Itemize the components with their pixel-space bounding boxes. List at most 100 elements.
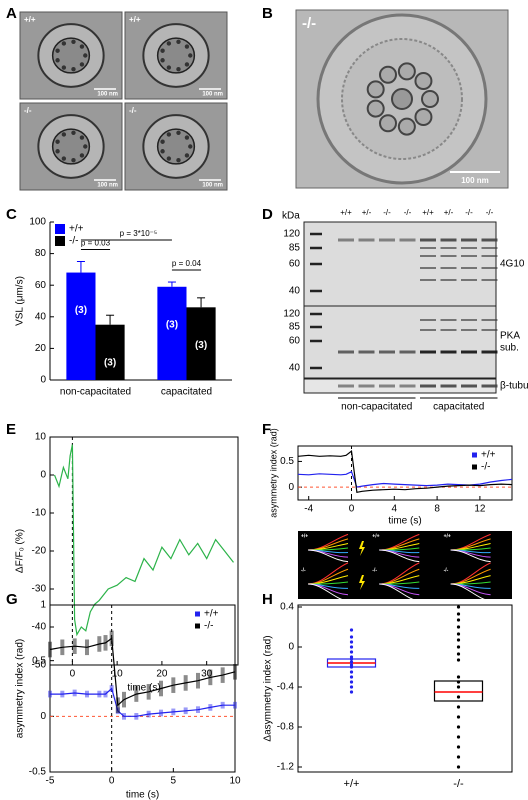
data-point	[349, 628, 354, 632]
em-doublet	[79, 62, 85, 67]
data-point	[456, 715, 461, 719]
flagellum-trace	[379, 583, 420, 602]
annotation: p = 3*10⁻⁵	[120, 229, 158, 238]
y-tick-label: -1.2	[277, 762, 295, 773]
y-axis-label: asymmetry index (rad)	[15, 639, 26, 738]
em-doublet	[61, 41, 67, 46]
n-label: (3)	[166, 319, 178, 330]
y-tick-label: -0.5	[29, 767, 47, 778]
scale-label: 100 nm	[202, 92, 223, 98]
y-axis-label: ΔF/F₀ (%)	[15, 529, 26, 573]
em-doublet	[166, 41, 172, 46]
flagellum-trace	[450, 583, 491, 602]
lane-label: +/-	[362, 208, 372, 217]
plot-frame	[297, 445, 513, 501]
y-tick-label: 0.5	[280, 456, 294, 467]
marker-label: 60	[289, 259, 301, 270]
x-tick-label: +/+	[344, 778, 360, 790]
em-doublet	[71, 130, 76, 135]
x-axis-label: time (s)	[126, 790, 159, 800]
frame-label: -/-	[444, 567, 449, 573]
em-doublet	[184, 44, 190, 49]
flagellum-trace	[379, 549, 420, 563]
stimulus-icon	[359, 575, 365, 590]
series-line	[53, 444, 234, 637]
data-point	[456, 735, 461, 739]
blot	[303, 221, 497, 307]
legend-marker	[55, 236, 65, 246]
em-doublet	[176, 158, 181, 163]
data-point	[456, 645, 461, 649]
y-tick-label: 0.4	[280, 602, 294, 613]
plot-frame	[49, 604, 236, 773]
bar	[186, 307, 216, 380]
series-line	[297, 449, 513, 494]
x-axis-label: time (s)	[388, 516, 421, 527]
legend-marker	[195, 611, 200, 617]
flagellum-trace	[450, 549, 491, 563]
scale-label: 100 nm	[97, 92, 118, 98]
x-axis-label: time (s)	[127, 683, 160, 694]
frame-label: +/+	[301, 533, 308, 539]
scale-label: 100 nm	[97, 183, 118, 189]
data-point	[456, 680, 461, 684]
n-label: (3)	[75, 305, 87, 316]
em-doublet	[184, 153, 190, 158]
x-tick-label: 0	[349, 504, 355, 515]
blot-label: PKA	[500, 331, 520, 342]
frame-label: +/+	[444, 533, 451, 539]
em-doublet	[71, 67, 76, 72]
data-point	[349, 640, 354, 644]
plot-frame	[297, 604, 513, 773]
data-point	[456, 618, 461, 622]
em-doublet	[421, 90, 439, 108]
scale-label: 100 nm	[202, 183, 223, 189]
y-tick-label: 0	[40, 711, 46, 722]
bar	[157, 286, 187, 380]
y-tick-label: 0	[40, 470, 46, 481]
em-doublet	[379, 65, 397, 84]
em-doublet	[176, 130, 181, 135]
legend-marker	[472, 452, 477, 458]
annotation: p = 0.03	[81, 239, 111, 248]
panel-label: D	[262, 206, 273, 223]
legend-label: +/+	[204, 609, 219, 620]
legend-label: +/+	[69, 224, 84, 235]
em-doublet	[71, 39, 76, 44]
marker-label: 85	[289, 322, 301, 333]
x-tick-label: 0	[109, 776, 115, 787]
em-doublet	[397, 117, 416, 136]
marker-label: 120	[283, 229, 300, 240]
data-point	[456, 605, 461, 609]
y-tick-label: 40	[35, 311, 47, 322]
x-tick-label: capacitated	[161, 387, 212, 398]
data-point	[349, 657, 354, 661]
data-point	[349, 685, 354, 689]
series-line	[297, 470, 513, 488]
y-tick-label: -30	[32, 584, 47, 595]
em-doublet	[71, 158, 76, 163]
flagellum-trace	[307, 583, 349, 602]
em-doublet	[166, 65, 172, 70]
em-doublet	[176, 39, 181, 44]
data-point	[349, 650, 354, 654]
y-tick-label: -0.8	[277, 722, 295, 733]
group-label: non-capacitated	[341, 402, 412, 413]
data-point	[456, 695, 461, 699]
em-doublet	[160, 58, 165, 63]
genotype-label: -/-	[302, 15, 316, 32]
y-axis-label: Δasymmetry index (rad)	[263, 635, 274, 741]
data-point	[456, 658, 461, 662]
legend-marker	[472, 464, 477, 470]
em-doublet	[83, 144, 88, 149]
data-point	[349, 645, 354, 649]
em-doublet	[166, 156, 172, 161]
em-doublet	[55, 58, 60, 63]
y-tick-label: 0	[40, 375, 46, 386]
data-point	[456, 765, 461, 769]
genotype-label: -/-	[24, 106, 32, 115]
em-doublet	[79, 135, 85, 140]
em-doublet	[414, 72, 433, 91]
em-doublet	[79, 44, 85, 49]
